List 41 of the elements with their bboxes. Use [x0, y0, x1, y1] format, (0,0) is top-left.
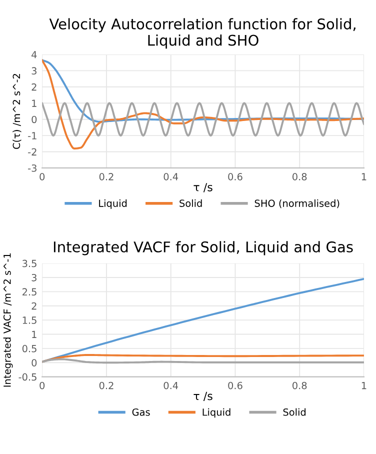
y-axis-title: Integrated VACF /m^2 s^-1 — [3, 253, 13, 387]
x-tick-label: 0.2 — [99, 382, 114, 390]
y-axis-title: C(τ) /m^2 s^-2 — [12, 74, 22, 149]
x-tick-label: 0.6 — [228, 173, 242, 180]
x-tick-label: 1 — [362, 382, 366, 390]
y-tick-label: 2 — [32, 83, 36, 91]
x-tick-label: 0.2 — [99, 173, 114, 180]
legend-label: Liquid — [202, 408, 230, 418]
x-axis-title: τ /s — [194, 183, 212, 192]
y-tick-label: 3 — [32, 67, 36, 75]
legend-label: Solid — [180, 199, 202, 207]
y-tick-label: -0.5 — [18, 373, 36, 381]
y-tick-label: 0 — [32, 359, 37, 366]
x-tick-label: 0.4 — [164, 173, 178, 180]
chart-title: Velocity Autocorrelation function for Solid, Liquid and SHO — [49, 18, 356, 49]
x-tick-label: 0 — [40, 173, 45, 180]
x-tick-label: 0.8 — [292, 382, 307, 390]
legend-label: Solid — [283, 408, 306, 416]
chart-title: Integrated VACF for Solid, Liquid and Gas — [54, 241, 353, 256]
y-tick-label: 3.5 — [22, 260, 36, 268]
y-tick-label: 0 — [32, 116, 37, 124]
x-tick-label: 0.6 — [228, 382, 242, 390]
x-tick-label: 1 — [362, 173, 366, 180]
legend-label: Liquid — [99, 199, 127, 209]
legend-label: SHO (normalised) — [254, 199, 340, 208]
legend-label: Gas — [132, 408, 150, 416]
y-tick-label: 0.5 — [22, 344, 36, 352]
y-tick-label: 1 — [32, 330, 36, 338]
y-tick-label: 3 — [32, 274, 36, 282]
y-tick-label: 2.5 — [22, 288, 36, 296]
x-tick-label: 0.8 — [292, 173, 307, 180]
y-tick-label: 1.5 — [22, 316, 36, 324]
y-tick-label: -2 — [28, 148, 36, 156]
x-tick-label: 0 — [40, 382, 45, 390]
y-tick-label: 4 — [32, 51, 37, 58]
y-tick-label: 1 — [32, 100, 36, 107]
y-tick-label: -3 — [28, 164, 36, 172]
x-tick-label: 0.4 — [164, 382, 178, 390]
y-tick-label: -1 — [28, 132, 36, 140]
y-tick-label: 2 — [32, 302, 36, 310]
x-axis-title: τ /s — [194, 392, 212, 402]
